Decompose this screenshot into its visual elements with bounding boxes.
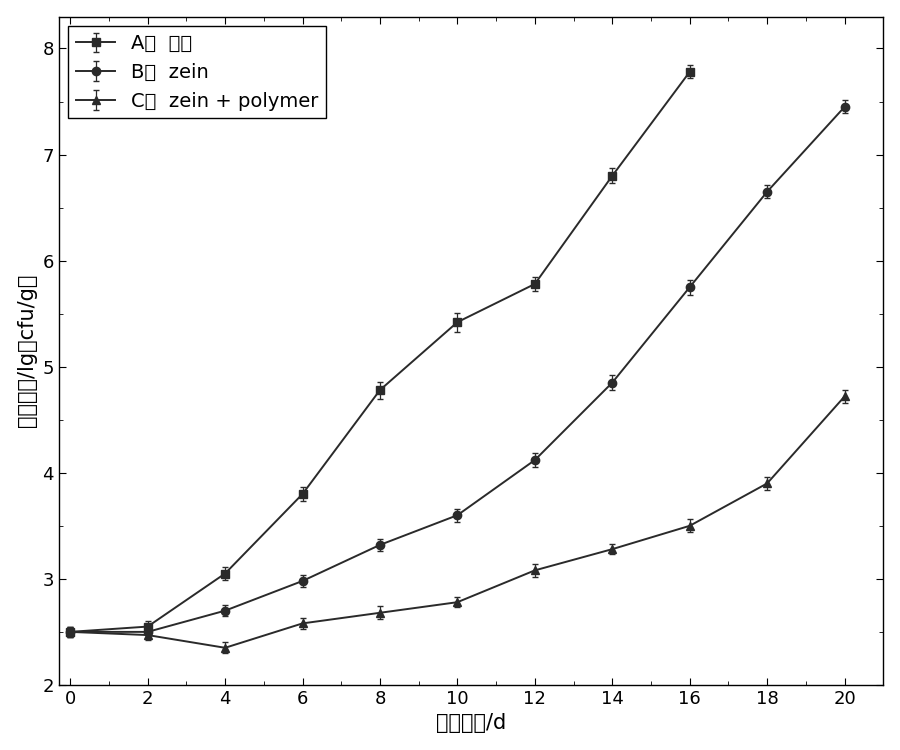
X-axis label: 赐藏时间/d: 赐藏时间/d <box>436 713 506 734</box>
Legend: A：  空白, B：  zein, C：  zein + polymer: A： 空白, B： zein, C： zein + polymer <box>68 26 326 118</box>
Y-axis label: 细菌总数/lg（cfu/g）: 细菌总数/lg（cfu/g） <box>17 274 37 428</box>
